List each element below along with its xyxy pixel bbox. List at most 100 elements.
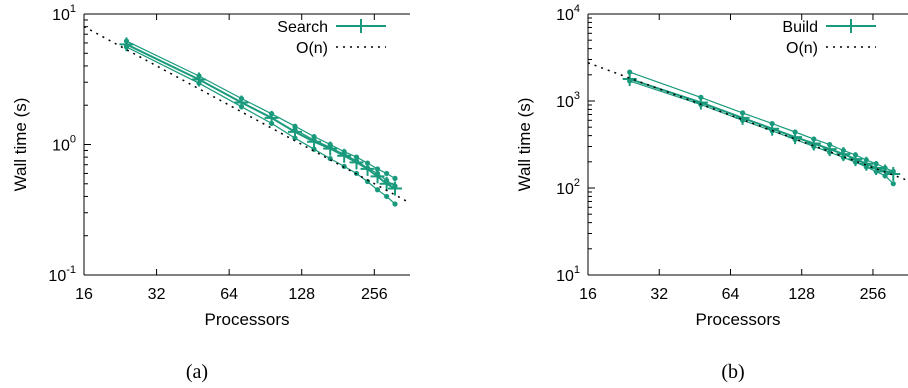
y-tick-label: 101 xyxy=(556,264,580,285)
y-tick-exponent: 2 xyxy=(574,177,580,189)
data-point-dot xyxy=(384,177,390,184)
legend-plus-marker xyxy=(354,19,368,33)
reference-line xyxy=(84,25,410,204)
data-point-dot xyxy=(873,161,879,167)
data-point-dot xyxy=(238,95,245,102)
x-axis-label: Processors xyxy=(695,310,780,329)
data-point-dot xyxy=(627,78,633,84)
data-point-dot xyxy=(890,181,896,187)
data-point-dot xyxy=(882,165,888,171)
data-point-dot xyxy=(123,38,130,44)
data-point-dot xyxy=(374,187,381,193)
y-tick-label: 100 xyxy=(52,134,76,155)
x-axis-label: Processors xyxy=(204,310,289,329)
data-point-dot xyxy=(238,104,245,110)
data-point-dot xyxy=(392,201,398,207)
data-point-dot xyxy=(292,135,298,141)
data-point-dot xyxy=(384,170,390,177)
data-point-dot xyxy=(769,120,775,127)
data-point-dot xyxy=(353,158,360,164)
legend-label: O(n) xyxy=(296,40,328,57)
data-point-dot xyxy=(792,129,798,135)
y-tick-base: 10 xyxy=(52,138,70,155)
y-tick-exponent: 1 xyxy=(70,3,76,15)
y-tick-base: 10 xyxy=(48,268,66,285)
data-point-dot xyxy=(863,157,869,163)
reference-line xyxy=(588,62,908,182)
data-point-dot xyxy=(364,165,371,171)
data-point-dot xyxy=(311,146,317,152)
y-tick-label: 103 xyxy=(556,90,580,111)
y-tick-base: 10 xyxy=(556,268,574,285)
data-point-dot xyxy=(840,147,846,154)
y-tick-exponent: -1 xyxy=(66,264,76,276)
legend-label: Build xyxy=(782,19,818,36)
data-point-dot xyxy=(827,142,833,148)
data-point-dot xyxy=(269,111,275,117)
plot-area xyxy=(84,25,410,207)
data-point-dot xyxy=(196,73,202,79)
y-tick-exponent: 0 xyxy=(70,134,76,146)
figure-caption: (b) xyxy=(721,361,744,383)
data-point-dot xyxy=(852,159,859,165)
data-point-dot xyxy=(840,154,846,160)
data-point-dot xyxy=(196,80,202,86)
y-tick-base: 10 xyxy=(556,181,574,198)
data-point-dot xyxy=(739,110,746,116)
data-point-dot xyxy=(341,151,347,157)
y-tick-exponent: 4 xyxy=(574,3,580,15)
y-tick-label: 104 xyxy=(556,3,580,24)
data-point-dot xyxy=(364,160,371,166)
data-point-dot xyxy=(341,163,347,169)
series-line xyxy=(126,43,396,190)
x-tick-label: 128 xyxy=(788,286,815,303)
data-point-dot xyxy=(698,94,704,100)
data-point-dot xyxy=(627,69,633,75)
data-point-dot xyxy=(392,175,398,181)
data-point-dot xyxy=(873,168,879,175)
legend-label: Search xyxy=(277,19,328,36)
y-tick-label: 10-1 xyxy=(48,264,76,285)
x-tick-label: 64 xyxy=(722,286,740,303)
figure-caption: (a) xyxy=(186,361,208,383)
data-point-dot xyxy=(353,154,360,160)
x-tick-label: 256 xyxy=(860,286,887,303)
data-point-dot xyxy=(827,149,833,155)
x-tick-label: 256 xyxy=(361,286,388,303)
run-line xyxy=(126,46,396,205)
data-point-dot xyxy=(852,152,859,158)
y-axis-label: Wall time (s) xyxy=(11,98,30,192)
x-tick-label: 32 xyxy=(650,286,668,303)
data-point-dot xyxy=(292,127,298,133)
y-tick-base: 10 xyxy=(556,94,574,111)
data-point-dot xyxy=(811,136,817,142)
run-line xyxy=(629,80,894,185)
data-point-dot xyxy=(123,44,130,50)
data-point-dot xyxy=(792,136,798,142)
data-point-dot xyxy=(311,133,317,140)
data-point-dot xyxy=(269,120,275,127)
data-point-dot xyxy=(882,173,888,179)
data-point-dot xyxy=(311,137,317,143)
data-point-dot xyxy=(863,164,869,170)
data-point-dot xyxy=(890,168,896,175)
legend-plus-marker xyxy=(844,19,858,33)
y-tick-exponent: 1 xyxy=(574,264,580,276)
data-point-dot xyxy=(374,166,381,172)
y-tick-base: 10 xyxy=(52,7,70,24)
x-tick-label: 64 xyxy=(220,286,238,303)
y-tick-label: 102 xyxy=(556,177,580,198)
y-tick-label: 101 xyxy=(52,3,76,24)
x-tick-label: 128 xyxy=(288,286,315,303)
x-tick-label: 16 xyxy=(75,286,93,303)
x-tick-label: 16 xyxy=(579,286,597,303)
x-tick-label: 32 xyxy=(148,286,166,303)
legend-label: O(n) xyxy=(786,40,818,57)
y-tick-base: 10 xyxy=(556,7,574,24)
data-point-dot xyxy=(374,170,381,177)
y-tick-exponent: 3 xyxy=(574,90,580,102)
